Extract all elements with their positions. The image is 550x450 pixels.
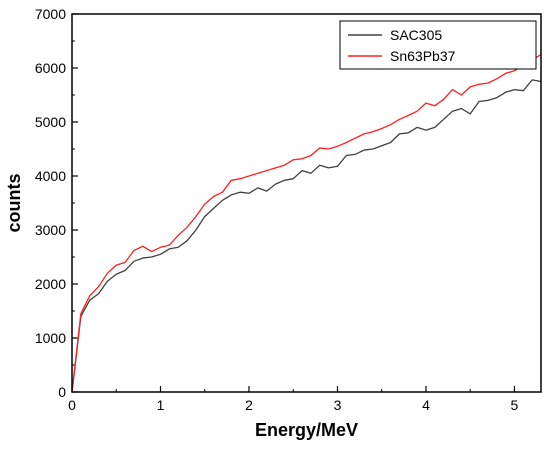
x-tick-label: 2 [245, 397, 253, 413]
x-tick-label: 4 [422, 397, 430, 413]
y-tick-label: 4000 [35, 168, 66, 184]
y-tick-label: 0 [58, 384, 66, 400]
legend-label-sac305: SAC305 [390, 27, 442, 43]
y-tick-label: 3000 [35, 222, 66, 238]
x-tick-label: 0 [68, 397, 76, 413]
plot-frame [71, 13, 542, 393]
series-line-sn63pb37 [71, 53, 542, 393]
series-line-sac305 [71, 79, 542, 393]
legend-box [339, 20, 537, 70]
x-tick-label: 5 [511, 397, 519, 413]
y-tick-label: 1000 [35, 330, 66, 346]
y-tick-label: 7000 [35, 6, 66, 22]
series-layer [71, 53, 542, 393]
y-tick-label: 5000 [35, 114, 66, 130]
ticks-layer: 0 1 2 3 4 5 0 1000 2000 3000 4000 5000 6000 7000 [35, 6, 519, 413]
y-tick-label: 2000 [35, 276, 66, 292]
legend: SAC305 Sn63Pb37 [339, 20, 537, 70]
legend-label-sn63pb37: Sn63Pb37 [390, 48, 456, 64]
x-axis-title: Energy/MeV [255, 420, 358, 440]
x-tick-label: 3 [334, 397, 342, 413]
y-tick-label: 6000 [35, 60, 66, 76]
y-axis-title: counts [4, 173, 24, 232]
x-tick-label: 1 [157, 397, 165, 413]
